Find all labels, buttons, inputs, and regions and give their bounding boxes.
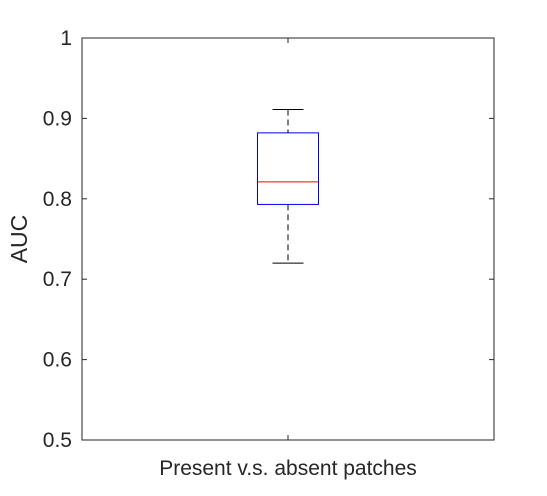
y-tick-label: 0.9	[43, 107, 72, 130]
iqr-box	[257, 132, 319, 205]
boxes	[257, 38, 319, 440]
y-tick-label: 0.8	[43, 188, 72, 211]
y-axis-ticks: 0.5 0.6 0.7 0.8 0.9 1	[43, 27, 494, 452]
x-category-label: Present v.s. absent patches	[159, 457, 417, 480]
y-tick-label: 0.5	[43, 429, 72, 452]
y-tick-label: 0.7	[43, 268, 72, 291]
x-axis-labels: Present v.s. absent patches	[159, 457, 417, 480]
y-tick-label: 0.6	[43, 349, 72, 372]
y-tick-label: 1	[60, 27, 72, 50]
y-axis-title: AUC	[6, 215, 32, 264]
